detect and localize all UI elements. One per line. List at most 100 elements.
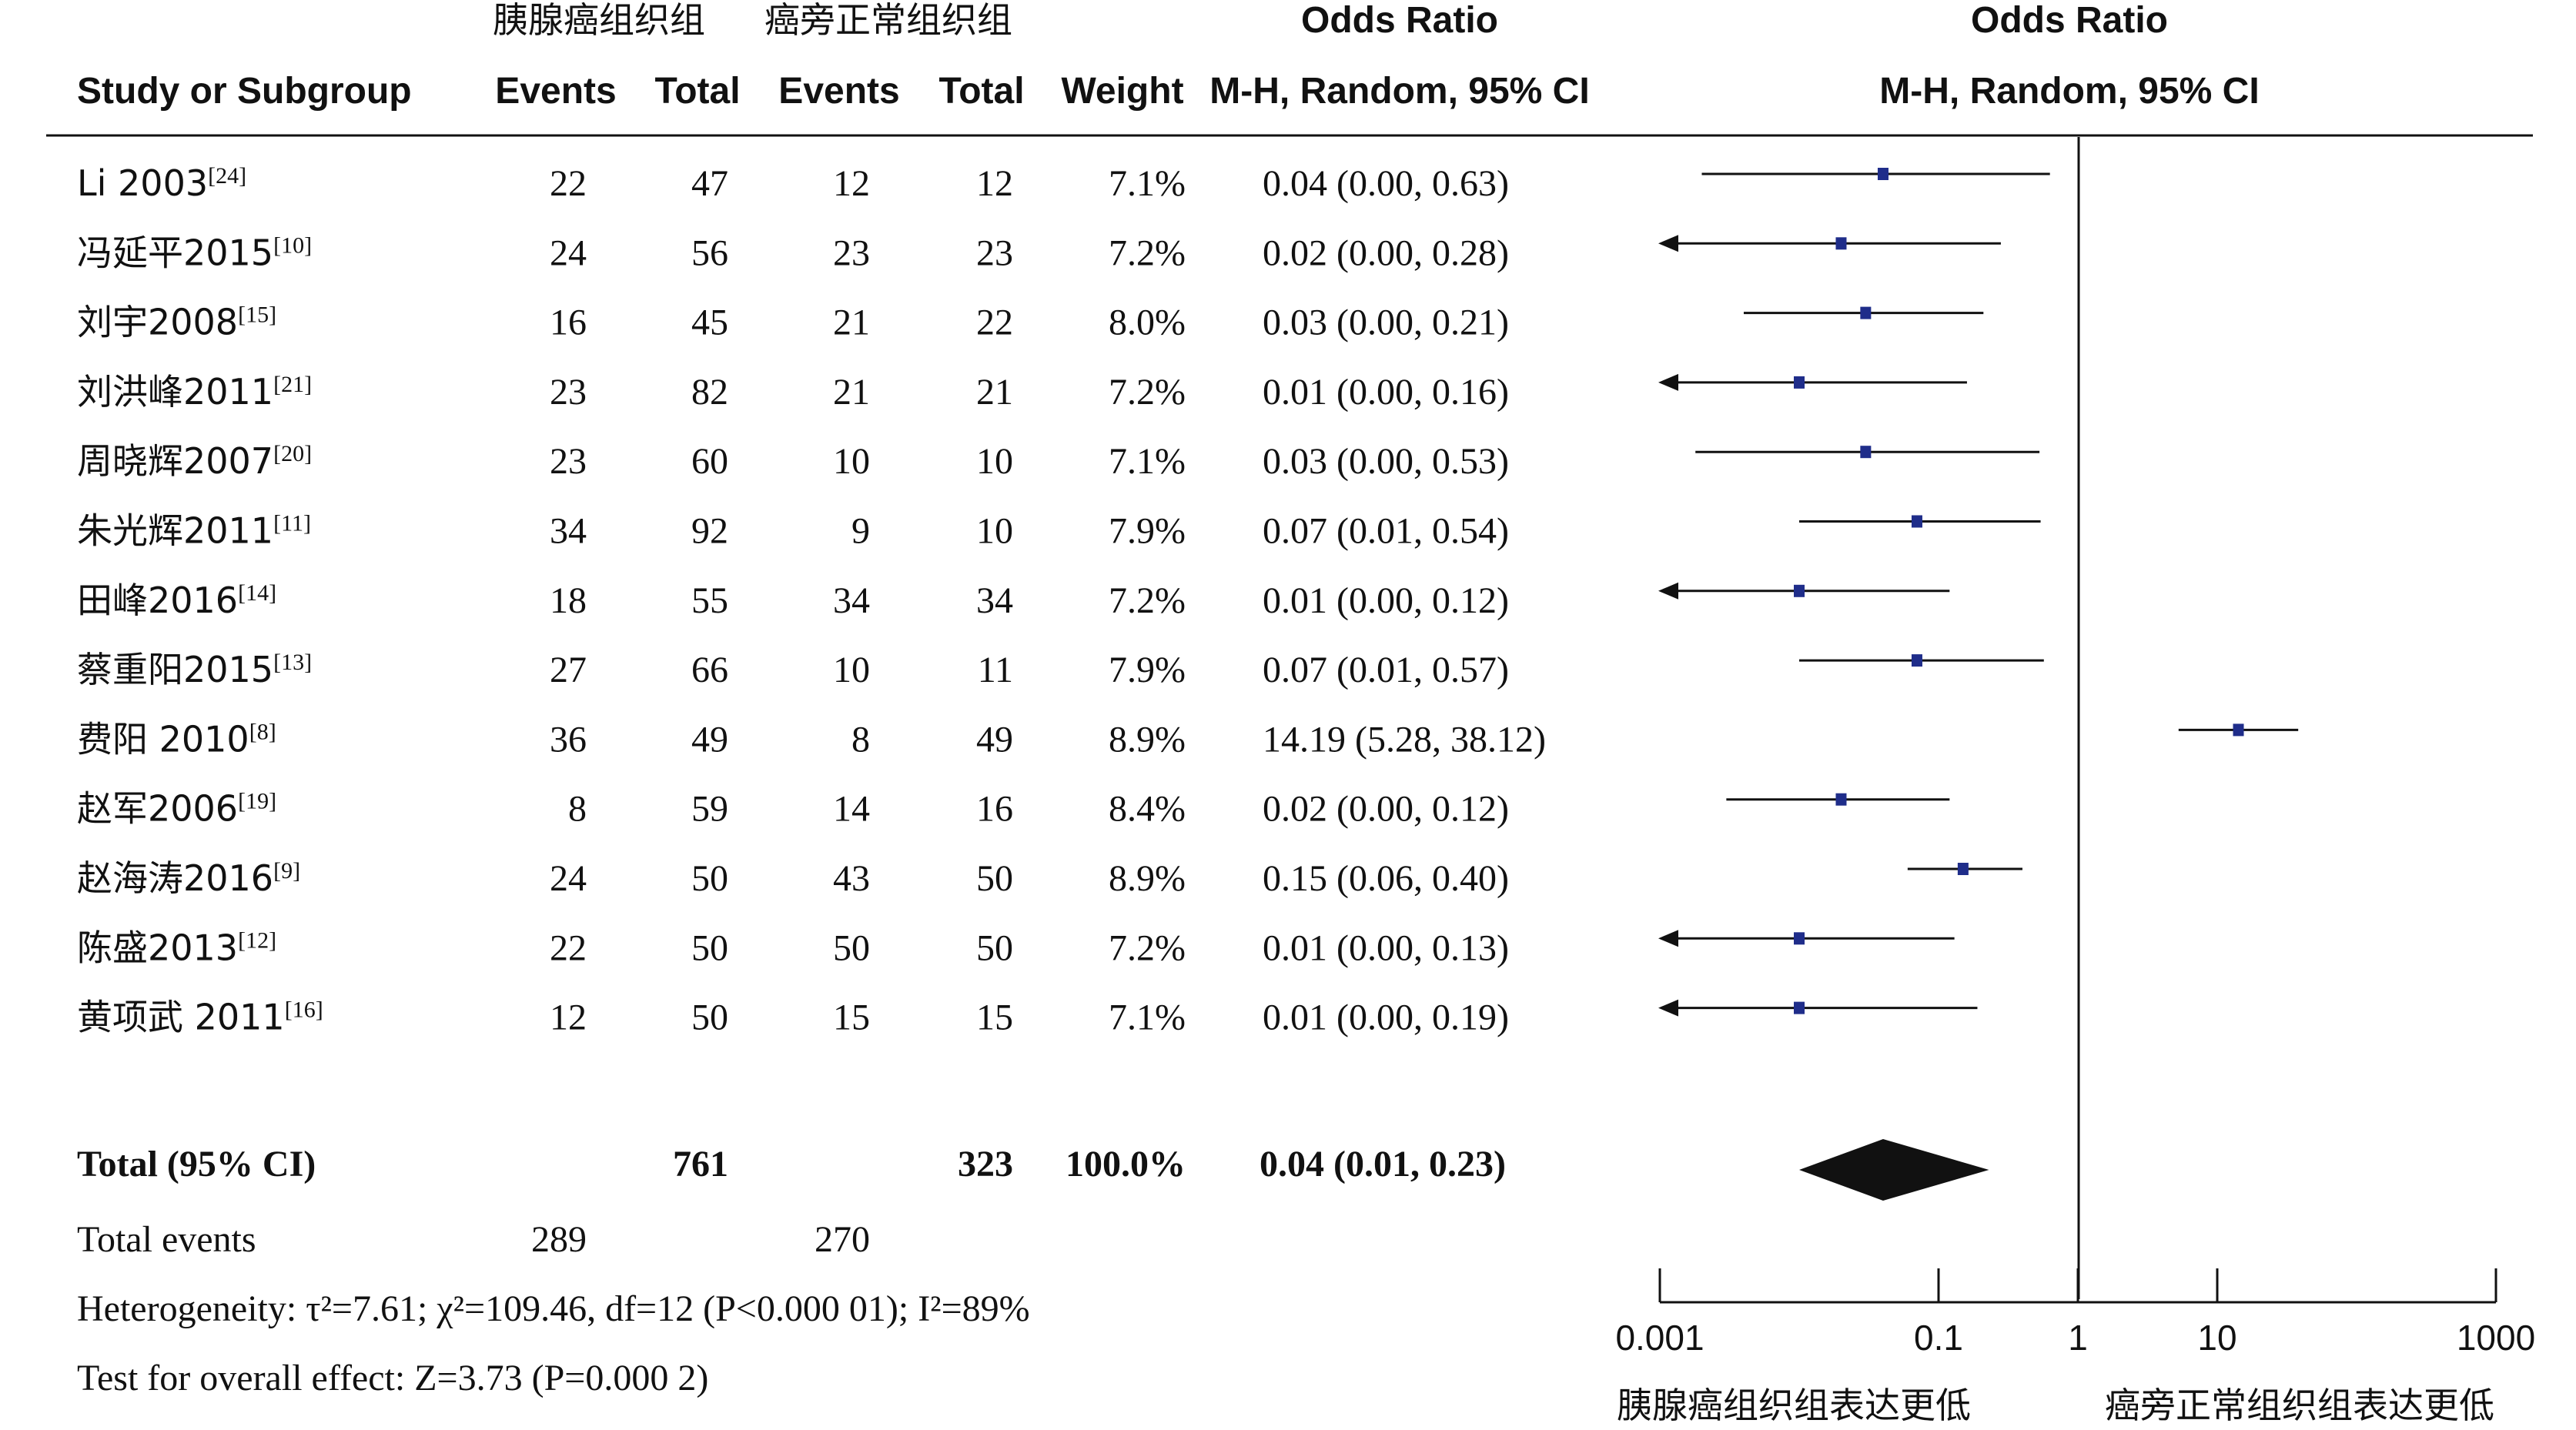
study-total2: 16: [976, 789, 1013, 830]
study-ref: [19]: [238, 789, 276, 814]
study-total1: 50: [691, 997, 728, 1038]
study-name-text: 赵海涛2016: [77, 857, 273, 899]
study-name: 冯延平2015[10]: [77, 232, 312, 273]
study-total1: 45: [691, 302, 728, 343]
study-ref: [13]: [273, 650, 312, 675]
study-name-text: 周晓辉2007: [77, 440, 273, 482]
study-events2: 23: [833, 232, 870, 273]
study-events2: 43: [833, 858, 870, 899]
study-total1: 50: [691, 927, 728, 968]
point-estimate: [1794, 932, 1805, 945]
study-weight: 7.9%: [1109, 511, 1186, 552]
total-events-e2: 270: [815, 1219, 870, 1260]
study-total2: 22: [976, 302, 1013, 343]
study-ref: [21]: [273, 372, 312, 397]
study-events1: 24: [550, 858, 587, 899]
study-events1: 22: [550, 163, 587, 204]
x-tick-label: 1000: [2457, 1318, 2535, 1358]
point-estimate: [2233, 723, 2244, 737]
study-total1: 49: [691, 719, 728, 760]
study-name-text: 赵军2006: [77, 788, 238, 830]
overall-effect-text: Test for overall effect: Z=3.73 (P=0.000…: [77, 1358, 708, 1398]
study-events1: 16: [550, 302, 587, 343]
study-total1: 66: [691, 650, 728, 690]
study-weight: 7.2%: [1109, 372, 1186, 413]
study-ci: 0.15 (0.06, 0.40): [1263, 858, 1509, 899]
total-weight: 100.0%: [1066, 1144, 1186, 1184]
study-ci: 0.07 (0.01, 0.54): [1263, 511, 1509, 552]
study-total2: 15: [976, 997, 1013, 1038]
study-events1: 18: [550, 580, 587, 621]
study-name-text: 田峰2016: [77, 580, 238, 621]
ci-arrow: [1658, 235, 1678, 252]
study-ref: [16]: [285, 997, 323, 1023]
x-tick-label: 0.001: [1615, 1318, 1704, 1358]
study-name-text: 刘洪峰2011: [77, 371, 273, 413]
point-estimate: [1835, 793, 1847, 806]
study-name: 费阳 2010[8]: [77, 718, 276, 760]
study-name: 蔡重阳2015[13]: [77, 649, 312, 690]
study-total1: 50: [691, 858, 728, 899]
point-estimate: [1794, 376, 1805, 389]
ci-arrow: [1658, 999, 1678, 1017]
study-name: 陈盛2013[12]: [77, 927, 276, 968]
study-total2: 12: [976, 163, 1013, 204]
point-estimate: [1860, 306, 1872, 319]
study-name: 朱光辉2011[11]: [77, 510, 311, 552]
x-tick-label: 10: [2197, 1318, 2236, 1358]
study-events1: 12: [550, 997, 587, 1038]
ci-arrow: [1658, 373, 1678, 391]
study-events1: 22: [550, 927, 587, 968]
ci-arrow: [1658, 930, 1678, 947]
study-ci: 0.03 (0.00, 0.53): [1263, 441, 1509, 482]
total2-header: Total: [938, 71, 1024, 112]
study-name-text: 朱光辉2011: [77, 510, 273, 552]
point-estimate: [1860, 446, 1872, 459]
study-ci: 0.01 (0.00, 0.19): [1263, 997, 1509, 1038]
total-t2: 323: [958, 1144, 1013, 1184]
events1-header: Events: [495, 71, 616, 112]
study-total2: 11: [978, 650, 1013, 690]
study-total2: 50: [976, 858, 1013, 899]
study-events1: 34: [550, 511, 587, 552]
study-name: 赵海涛2016[9]: [77, 857, 300, 899]
study-events2: 14: [833, 789, 870, 830]
favours-left-label: 胰腺癌组织组表达更低: [1617, 1385, 1971, 1426]
study-ref: [9]: [273, 858, 300, 884]
plot-area: [1658, 168, 2299, 1201]
study-events2: 12: [833, 163, 870, 204]
study-name-text: 陈盛2013: [77, 927, 238, 968]
point-estimate: [1877, 168, 1889, 180]
point-estimate: [1911, 654, 1922, 667]
study-name-text: 费阳 2010: [77, 718, 249, 760]
study-name-text: 冯延平2015: [77, 232, 273, 273]
study-events2: 8: [851, 719, 870, 760]
study-weight: 7.1%: [1109, 163, 1186, 204]
study-total2: 10: [976, 441, 1013, 482]
or-subheader: M-H, Random, 95% CI: [1209, 71, 1589, 112]
group2-header: 癌旁正常组织组: [764, 0, 1012, 41]
study-ref: [12]: [238, 927, 276, 953]
events2-header: Events: [778, 71, 899, 112]
study-total2: 49: [976, 719, 1013, 760]
study-ci: 0.02 (0.00, 0.28): [1263, 232, 1509, 273]
study-events1: 24: [550, 232, 587, 273]
study-ci: 0.07 (0.01, 0.57): [1263, 650, 1509, 690]
or-header: Odds Ratio: [1301, 0, 1498, 41]
x-tick-label: 0.1: [1914, 1318, 1963, 1358]
study-total1: 60: [691, 441, 728, 482]
study-events2: 10: [833, 441, 870, 482]
study-ref: [11]: [273, 511, 311, 536]
study-total2: 50: [976, 927, 1013, 968]
study-events2: 10: [833, 650, 870, 690]
study-ci: 0.04 (0.00, 0.63): [1263, 163, 1509, 204]
study-ref: [10]: [273, 232, 312, 258]
study-total2: 21: [976, 372, 1013, 413]
study-rows: Li 2003[24] 22 47 12 12 7.1% 0.04 (0.00, 0.63)…: [77, 162, 1546, 1038]
x-axis: 0.001 0.1 1 10 1000: [1615, 1268, 2535, 1358]
study-name-text: 蔡重阳2015: [77, 649, 273, 690]
study-weight: 8.9%: [1109, 858, 1186, 899]
study-weight: 8.9%: [1109, 719, 1186, 760]
study-ci: 0.01 (0.00, 0.16): [1263, 372, 1509, 413]
